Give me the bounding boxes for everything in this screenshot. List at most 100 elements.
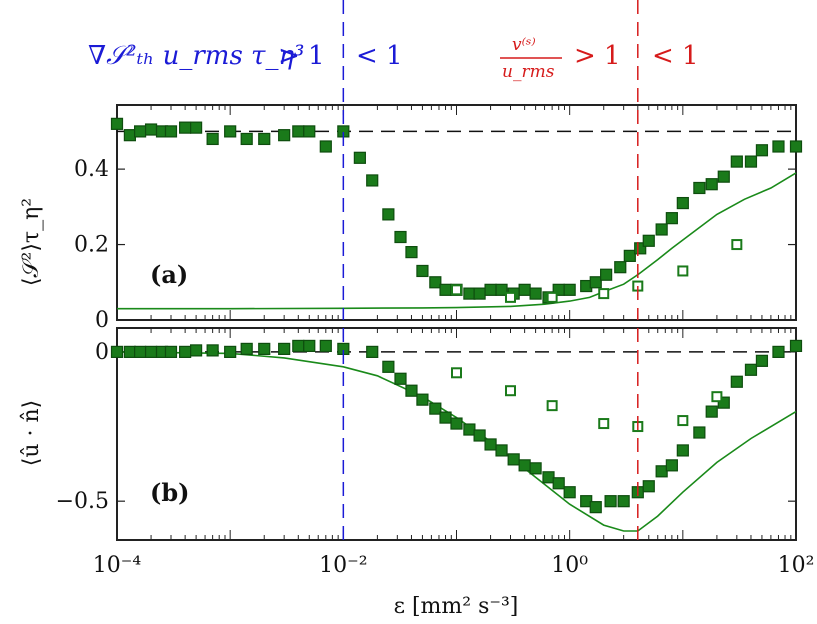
panel-a-filled-marker: [366, 174, 379, 187]
panel-b-open-marker: [598, 418, 610, 430]
panel-a: 0 0.2 0.4: [74, 0, 803, 333]
panel-a-filled-marker: [665, 212, 678, 225]
red-condition-gt: > 1: [574, 41, 621, 71]
panel-b-filled-marker: [529, 462, 542, 475]
panel-a-filled-marker: [405, 246, 418, 259]
panel-b-ytick-label: −0.5: [56, 489, 109, 514]
panel-b-filled-marker: [744, 363, 758, 376]
panel-b-filled-marker: [429, 402, 442, 415]
panel-a-ytick-label: 0.2: [74, 233, 109, 258]
panel-a-open-marker: [731, 239, 743, 251]
panel-b-filled-marker: [789, 339, 803, 353]
panel-a-filled-marker: [416, 264, 429, 278]
panel-b-filled-marker: [655, 465, 668, 478]
panel-b-model-line: [116, 351, 797, 532]
panel-a-filled-marker: [589, 276, 602, 289]
panel-b-filled-marker: [495, 444, 508, 457]
panel-a-filled-marker: [353, 151, 366, 164]
panel-a-filled-marker: [789, 140, 803, 153]
panel-a-filled-marker: [144, 123, 158, 136]
panel-b-filled-marker: [164, 345, 178, 358]
panel-b-filled-marker: [705, 405, 718, 418]
panel-a-open-marker: [598, 288, 610, 300]
panel-a-filled-marker: [730, 155, 743, 168]
panel-b-filled-marker: [206, 344, 219, 357]
panel-b-filled-marker: [473, 429, 486, 442]
red-condition-denominator: u_rms: [502, 62, 555, 82]
red-condition-numerator: v⁽ˢ⁾: [512, 35, 536, 55]
panel-a-filled-marker: [319, 140, 332, 153]
panel-a-open-marker: [504, 291, 516, 303]
x-tick-label: 10⁰: [551, 553, 588, 578]
panel-a-filled-marker: [676, 196, 689, 210]
panel-b-open-marker: [504, 385, 516, 397]
panel-b-filled-marker: [144, 345, 158, 358]
panel-a-open-marker: [677, 265, 689, 277]
panel-a-filled-marker: [439, 283, 452, 296]
panel-b-open-marker: [711, 391, 723, 403]
panel-b-filled-marker: [463, 423, 476, 436]
panel-b-filled-marker: [755, 354, 769, 367]
x-tick-label: 10⁻⁴: [93, 553, 142, 578]
panel-a-filled-marker: [473, 287, 486, 300]
panel-b-label: (b): [150, 478, 190, 507]
panel-a-filled-marker: [190, 121, 203, 134]
panel-b-filled-marker: [552, 477, 565, 490]
panel-b-filled-marker: [450, 417, 463, 430]
red-condition-lt: < 1: [652, 41, 699, 71]
panel-a-ytick-label: 0: [95, 308, 109, 333]
panel-a-filled-marker: [772, 140, 785, 153]
panel-a-filled-marker: [642, 234, 655, 247]
panel-a-filled-marker: [382, 208, 395, 221]
panel-b-filled-marker: [133, 345, 147, 358]
panel-a-filled-marker: [292, 125, 305, 138]
panel-a-filled-marker: [278, 129, 291, 142]
panel-a-filled-marker: [133, 125, 147, 138]
panel-a-filled-marker: [744, 155, 758, 168]
panel-b-filled-marker: [394, 372, 407, 385]
x-tick-label: 10²: [778, 553, 815, 578]
panel-a-filled-marker: [206, 132, 219, 146]
panel-a-open-marker: [546, 291, 558, 303]
panel-b-filled-marker: [542, 471, 555, 484]
panel-a-filled-marker: [110, 117, 124, 130]
panel-a-filled-marker: [495, 283, 508, 296]
x-tick-label: 10⁻²: [319, 553, 367, 578]
panel-b-ytick-label: 0: [95, 340, 109, 365]
panel-b-open-marker: [451, 367, 462, 379]
panel-a-label: (a): [150, 260, 188, 289]
panel-b-filled-marker: [604, 495, 617, 508]
panel-b-filled-marker: [405, 384, 418, 397]
panel-b-filled-marker: [693, 426, 706, 439]
panel-a-filled-marker: [717, 170, 730, 183]
panel-b-open-marker: [677, 415, 689, 427]
panel-a-filled-marker: [240, 132, 253, 146]
panel-b-filled-marker: [617, 495, 630, 508]
panel-a-filled-marker: [693, 181, 706, 195]
panel-a-filled-marker: [394, 230, 407, 244]
panel-b-filled-marker: [179, 345, 192, 358]
panel-a-filled-marker: [623, 249, 636, 262]
panel-a-filled-marker: [518, 283, 531, 296]
panel-b-filled-marker: [110, 345, 124, 358]
panel-b-filled-marker: [319, 339, 332, 353]
panel-b-filled-marker: [278, 342, 291, 356]
panel-b-filled-marker: [665, 459, 678, 472]
panel-a-filled-marker: [123, 129, 136, 142]
panel-a-open-marker: [451, 284, 462, 296]
panel-b-filled-marker: [563, 486, 576, 499]
panel-b-filled-marker: [676, 444, 689, 457]
panel-b-filled-marker: [642, 480, 655, 493]
panel-b: 0 −0.5 10⁻⁴ 10⁻² 10⁰ 10²: [56, 327, 815, 578]
panel-b-filled-marker: [717, 396, 730, 409]
panel-b-filled-marker: [589, 501, 602, 514]
blue-condition-expression: ∇𝒮²ₜₕ u_rms τ_η³: [88, 41, 304, 71]
blue-condition-gt: > 1: [278, 41, 325, 71]
panel-b-filled-marker: [772, 345, 785, 358]
panel-b-filled-marker: [224, 345, 237, 358]
panel-a-filled-marker: [224, 125, 237, 138]
panel-a-filled-marker: [463, 287, 476, 300]
panel-b-filled-marker: [730, 375, 743, 388]
panel-b-filled-marker: [439, 411, 452, 424]
panel-b-filled-marker: [366, 345, 379, 358]
